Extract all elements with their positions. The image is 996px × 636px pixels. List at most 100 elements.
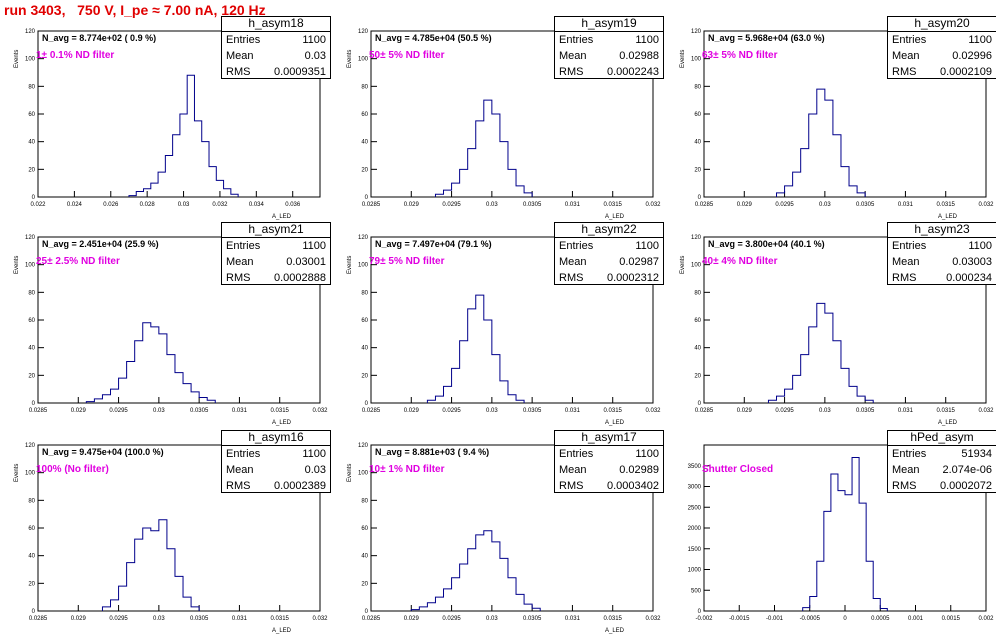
stat-mean-value: 2.074e-06	[942, 464, 992, 476]
stat-rms: RMS 0.0002243	[555, 64, 663, 80]
histogram-bin	[127, 563, 135, 611]
filter-label: Shutter Closed	[702, 464, 774, 475]
histogram-bin	[468, 549, 476, 611]
x-tick-label: 0.0285	[695, 202, 714, 208]
y-tick-label: 20	[28, 167, 35, 173]
y-tick-label: 120	[358, 235, 369, 241]
y-tick-label: 20	[28, 581, 35, 587]
x-tick-label: -0.001	[766, 616, 784, 622]
x-axis-label: A_LED	[938, 420, 958, 426]
histogram-bin	[524, 193, 532, 197]
y-tick-label: 20	[361, 167, 368, 173]
stat-mean: Mean 2.074e-06	[888, 462, 996, 478]
filter-label: 79± 5% ND filter	[369, 256, 445, 267]
panel-h_asym17: 0 20 40 60 80 100 120 0.0285 0.029 0.0295 0.03 0.03…	[333, 430, 664, 636]
y-axis-label: Events	[680, 255, 686, 274]
n-avg-label: N_avg = 4.785e+04 (50.5 %)	[375, 33, 492, 43]
histogram-plot: 0 500 1000 1500 2000 2500 3000 3500 -0.002 -0.001…	[688, 444, 994, 622]
x-tick-label: 0.03	[153, 408, 165, 414]
y-tick-label: 80	[361, 84, 368, 90]
histogram-bin	[102, 395, 110, 403]
y-tick-label: 100	[358, 263, 369, 269]
x-tick-label: 0.029	[404, 202, 420, 208]
histogram-bin	[216, 180, 223, 197]
histogram-bin	[768, 400, 776, 403]
x-tick-label: 0.0285	[362, 616, 381, 622]
y-tick-label: 120	[358, 443, 369, 449]
histogram-bin	[194, 121, 201, 197]
x-tick-label: -0.0015	[729, 616, 750, 622]
y-tick-label: 120	[25, 29, 36, 35]
stat-mean-value: 0.03003	[952, 256, 992, 268]
x-tick-label: 0.029	[737, 408, 753, 414]
x-tick-label: 0.03	[153, 616, 165, 622]
histogram-bin	[777, 193, 785, 197]
histogram-bin	[460, 169, 468, 197]
n-avg-label: N_avg = 3.800e+04 (40.1 %)	[708, 239, 825, 249]
stat-box: h_asym16 Entries 1100 Mean 0.03 RMS 0.0002389	[221, 430, 331, 493]
x-axis-label: A_LED	[605, 420, 625, 426]
x-axis-label: A_LED	[272, 628, 292, 634]
histogram-outline	[128, 74, 239, 197]
y-tick-label: 0	[32, 195, 36, 201]
x-axis-label: A_LED	[938, 214, 958, 220]
histogram-bin	[831, 474, 838, 611]
stat-mean: Mean 0.02988	[555, 48, 663, 64]
stat-mean-value: 0.03	[304, 464, 326, 476]
histogram-bin	[231, 194, 238, 197]
histogram-plot: 0 20 40 60 80 100 120 0.0285 0.029 0.0295 0.03 0.03…	[358, 29, 661, 208]
x-tick-label: 0.03	[178, 202, 190, 208]
y-tick-label: 500	[691, 588, 702, 594]
histogram-bin	[524, 604, 532, 611]
x-tick-label: 0.0315	[937, 202, 956, 208]
y-tick-label: 0	[365, 609, 369, 615]
y-tick-label: 60	[28, 112, 35, 118]
stat-entries: Entries 1100	[888, 32, 996, 48]
x-tick-label: 0.0305	[190, 408, 209, 414]
stat-mean-value: 0.02988	[619, 50, 659, 62]
y-tick-label: 40	[694, 346, 701, 352]
histogram-bin	[508, 578, 516, 611]
x-tick-label: 0.0305	[190, 616, 209, 622]
x-tick-label: -0.0005	[800, 616, 821, 622]
histogram-outline	[101, 519, 200, 611]
histogram-bin	[484, 100, 492, 197]
y-tick-label: 20	[694, 373, 701, 379]
histogram-bin	[444, 589, 452, 611]
histogram-bin	[183, 597, 191, 611]
panel-h_asym22: 0 20 40 60 80 100 120 0.0285 0.029 0.0295 0.03 0.03…	[333, 222, 664, 428]
histogram-bin	[202, 142, 209, 197]
histogram-bin	[452, 578, 460, 611]
stat-mean-value: 0.02987	[619, 256, 659, 268]
x-tick-label: 0.031	[898, 408, 914, 414]
filter-label: 1± 0.1% ND filter	[36, 50, 115, 61]
x-tick-label: 0.029	[71, 616, 87, 622]
y-tick-label: 40	[28, 140, 35, 146]
stat-rms-label: RMS	[559, 480, 584, 492]
histogram-bin	[845, 495, 852, 611]
stat-box: h_asym21 Entries 1100 Mean 0.03001 RMS 0.00028…	[221, 222, 331, 285]
histogram-bin	[199, 397, 207, 403]
histogram-bin	[785, 186, 793, 197]
x-tick-label: 0.036	[285, 202, 301, 208]
histogram-bin	[476, 121, 484, 197]
histogram-outline	[434, 99, 533, 197]
y-tick-label: 120	[25, 443, 36, 449]
histogram-bin	[151, 531, 159, 611]
histogram-bin	[866, 561, 873, 611]
x-tick-label: 0.03	[486, 408, 498, 414]
y-tick-label: 120	[358, 29, 369, 35]
stat-mean-value: 0.02996	[952, 50, 992, 62]
y-tick-label: 0	[698, 401, 702, 407]
stat-entries-label: Entries	[226, 240, 261, 252]
histogram-bin	[427, 400, 435, 403]
x-axis-label: A_LED	[272, 420, 292, 426]
histogram-bin	[810, 596, 817, 611]
x-tick-label: 0.031	[232, 616, 248, 622]
histogram-bin	[159, 334, 167, 403]
histogram-bin	[809, 114, 817, 197]
histogram-bin	[173, 135, 180, 197]
x-tick-label: 0.024	[67, 202, 83, 208]
histogram-bin	[801, 355, 809, 403]
histogram-bin	[151, 183, 158, 197]
